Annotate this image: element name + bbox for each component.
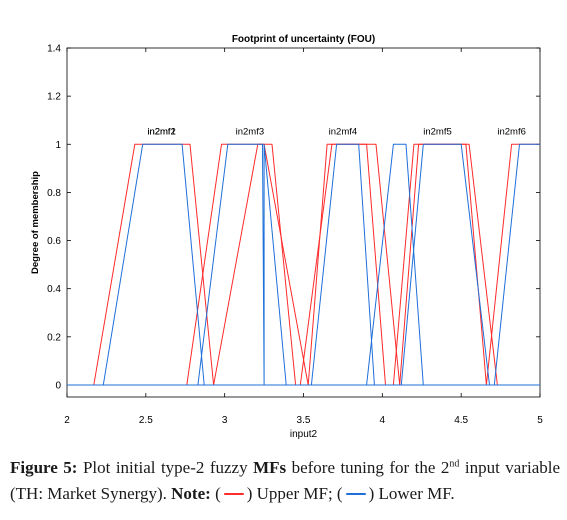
lower-mf-line: [310, 143, 375, 386]
x-tick-label: 5: [537, 415, 543, 426]
y-tick-label: 0: [55, 380, 61, 391]
y-tick-label: 1: [55, 140, 61, 151]
figure-caption: Figure 5: Plot initial type-2 fuzzy MFs …: [10, 455, 560, 507]
caption-text-before: before tuning for the 2: [286, 458, 450, 477]
mf-label: in2mf1: [147, 126, 176, 137]
x-tick-label: 3: [222, 415, 228, 426]
caption-lower-label: ) Lower MF.: [368, 484, 455, 503]
lower-mf-line: [197, 143, 287, 386]
caption-note-label: Note:: [171, 484, 211, 503]
fou-chart: Footprint of uncertainty (FOU) 2 2.5 3 3.5 4 4…: [30, 34, 543, 440]
lower-mf-line: [400, 143, 490, 386]
mf-label: in2mf3: [236, 126, 265, 137]
lower-mf-swatch-icon: [343, 488, 369, 500]
y-tick-label: 0.4: [47, 284, 61, 295]
y-tick-label: 1.4: [47, 44, 61, 55]
x-tick-label: 2.5: [139, 415, 153, 426]
lower-mf-line: [493, 143, 540, 386]
x-tick-label: 4.5: [454, 415, 468, 426]
caption-text-main: Plot initial type-2 fuzzy: [77, 458, 254, 477]
x-axis-label: input2: [290, 429, 318, 440]
x-tick-label: 2: [64, 415, 70, 426]
caption-text-after: input variable (TH: Market Synergy).: [10, 458, 561, 503]
lower-mf-line: [366, 143, 424, 386]
mf-label: in2mf5: [423, 126, 452, 137]
x-tick-label: 3.5: [297, 415, 311, 426]
y-tick-label: 1.2: [47, 92, 61, 103]
y-tick-label: 0.6: [47, 236, 61, 247]
y-axis-label: Degree of membership: [30, 171, 41, 274]
caption-superscript: nd: [449, 458, 460, 470]
plot-frame: [66, 47, 541, 398]
lower-mf-line: [102, 143, 205, 386]
x-tick-label: 4: [380, 415, 386, 426]
chart-title: Footprint of uncertainty (FOU): [232, 34, 375, 45]
caption-mfs: MFs: [253, 458, 287, 477]
mf-label: in2mf4: [329, 126, 358, 137]
upper-mf-swatch-icon: [221, 488, 247, 500]
caption-paren-open: (: [210, 484, 221, 503]
mf-label: in2mf6: [497, 126, 526, 137]
figure-label: Figure 5:: [10, 458, 78, 477]
y-tick-label: 0.2: [47, 332, 61, 343]
y-tick-label: 0.8: [47, 188, 61, 199]
mf-label: in2mf2: [147, 126, 176, 137]
caption-upper-label: ) Upper MF; (: [246, 484, 343, 503]
